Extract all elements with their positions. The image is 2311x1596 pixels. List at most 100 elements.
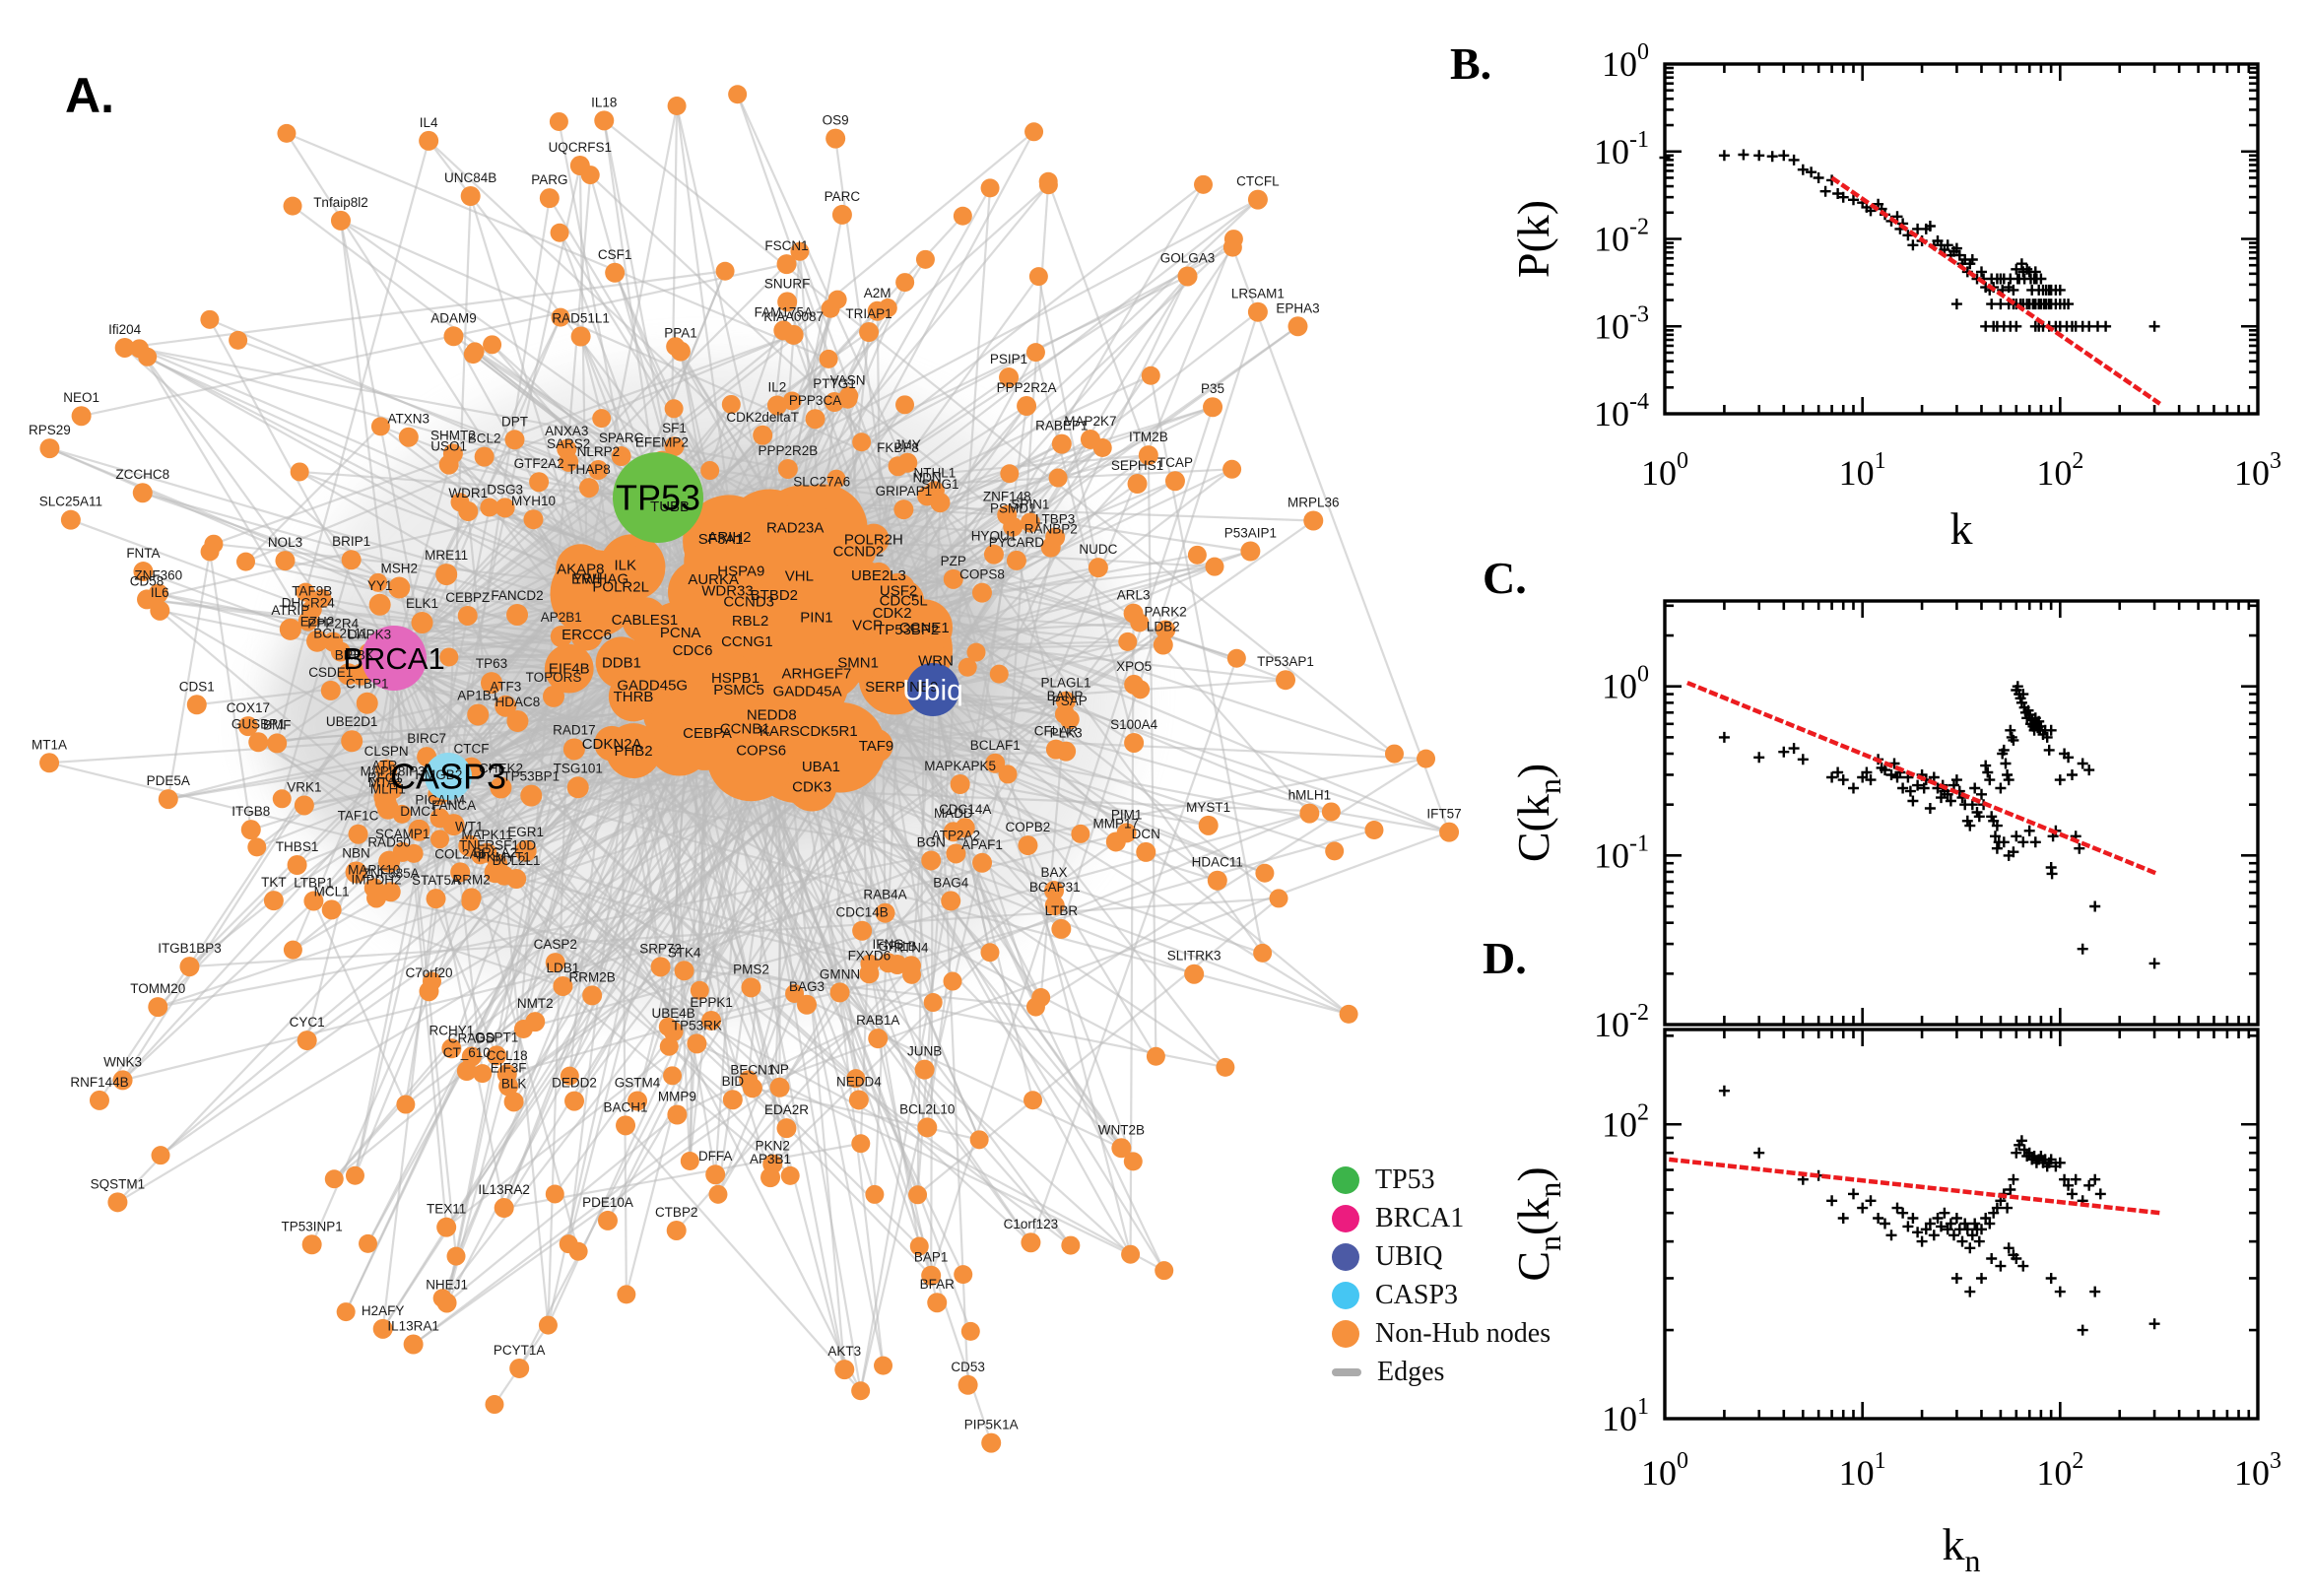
node-label: IL6 (151, 585, 169, 600)
network-node (427, 889, 446, 908)
network-node (828, 291, 847, 309)
node-label: RPS29 (29, 423, 71, 437)
network-node (447, 1247, 466, 1266)
network-node (667, 1104, 687, 1124)
network-node (509, 1359, 529, 1378)
node-label: SARS2 (547, 436, 590, 451)
legend-item-tp53: TP53 (1332, 1164, 1551, 1196)
node-label: ZNF148 (983, 490, 1031, 504)
network-node (1184, 964, 1204, 984)
network-node (504, 430, 524, 449)
tick-label: 100 (1602, 39, 1649, 84)
network-node (806, 409, 825, 429)
node-label: ATXN3 (388, 412, 430, 427)
network-node (359, 1234, 377, 1253)
network-node (1165, 471, 1185, 491)
node-label: IL13RA1 (387, 1319, 439, 1334)
network-node (865, 1185, 884, 1204)
node-label: VASN (830, 373, 866, 388)
network-node (337, 1302, 356, 1321)
legend-label: TP53 (1375, 1164, 1435, 1196)
node-label: RAB1A (856, 1013, 899, 1028)
network-node (284, 197, 302, 216)
network-node (288, 855, 307, 875)
node-label: ZCCHC8 (115, 467, 169, 482)
node-label: VHL (785, 567, 814, 584)
node-label: LTBP3 (1035, 511, 1075, 526)
scatter-points (1660, 150, 2160, 332)
node-label: TOPORS (526, 670, 582, 685)
network-node (954, 1265, 972, 1284)
node-label: COL2A1 (434, 846, 486, 861)
network-node (1000, 464, 1019, 483)
network-node (972, 853, 992, 873)
network-node (705, 1164, 725, 1184)
node-label: CD53 (951, 1360, 985, 1374)
node-label: COPS8 (959, 567, 1005, 582)
node-label: CSF1 (598, 247, 632, 262)
network-node (1007, 551, 1026, 570)
network-node (148, 997, 167, 1017)
network-node (927, 1293, 947, 1312)
node-label: AKT3 (827, 1344, 861, 1359)
node-label: PPP3CA (789, 393, 841, 408)
network-node (187, 695, 207, 714)
node-label: PIN1 (800, 609, 832, 626)
network-node (539, 1316, 558, 1335)
node-label: PPA1 (664, 326, 697, 341)
node-label: SF1 (662, 421, 687, 435)
network-node (915, 1060, 935, 1080)
node-label: AP3B1 (750, 1152, 791, 1166)
node-label: DSG3 (487, 482, 523, 497)
node-label: YY1 (367, 578, 393, 593)
node-label: PKN2 (756, 1139, 790, 1154)
node-label: RAD17 (553, 722, 596, 737)
node-label: CDC6 (673, 642, 713, 659)
node-label: CEBPZ (445, 590, 490, 605)
network-node (229, 331, 247, 350)
network-node (980, 943, 999, 962)
node-label: SHMT2 (430, 428, 476, 442)
tick-label: 100 (1602, 662, 1649, 706)
node-label: CTCF (453, 742, 489, 757)
node-label: ARIH2 (707, 529, 751, 546)
tick-label: 102 (2036, 1448, 2083, 1493)
node-label: TAF9 (859, 738, 894, 755)
node-label: SNURF (764, 276, 811, 291)
network-node (412, 612, 433, 633)
network-node (616, 1115, 635, 1135)
network-node (852, 432, 871, 451)
network-node (467, 703, 489, 725)
network-node (981, 178, 1000, 197)
node-label: GADD45A (773, 683, 842, 699)
tick-label: 101 (1839, 1448, 1886, 1493)
network-node (728, 85, 747, 103)
legend-item-brca1: BRCA1 (1332, 1203, 1551, 1234)
node-label: CYC1 (290, 1015, 325, 1030)
network-node (1208, 871, 1227, 891)
node-label: CTBP2 (655, 1205, 698, 1220)
network-node (999, 765, 1018, 783)
network-node (1017, 396, 1036, 416)
node-label: SLC27A6 (793, 475, 850, 490)
node-label: TP53INP1 (281, 1219, 342, 1233)
node-label: ITM2B (1129, 430, 1168, 444)
network-node (1227, 649, 1246, 668)
tick-label: 10-3 (1594, 301, 1649, 346)
network-node (681, 1152, 699, 1170)
network-node (598, 1211, 618, 1230)
network-edge (1149, 455, 1156, 1056)
network-node (504, 1092, 524, 1111)
network-node (1147, 1047, 1165, 1066)
network-node (1223, 238, 1242, 257)
network-node (357, 693, 378, 714)
network-node (404, 1335, 424, 1355)
node-label: PZP (941, 554, 966, 568)
node-label: NP (770, 1062, 789, 1077)
node-label: CASP2 (534, 937, 577, 952)
node-label: BGN (917, 834, 946, 849)
node-label: UNC84B (444, 170, 496, 185)
plot-box (1665, 64, 2258, 414)
network-node (567, 776, 589, 798)
node-label: HSPA9 (717, 564, 764, 580)
